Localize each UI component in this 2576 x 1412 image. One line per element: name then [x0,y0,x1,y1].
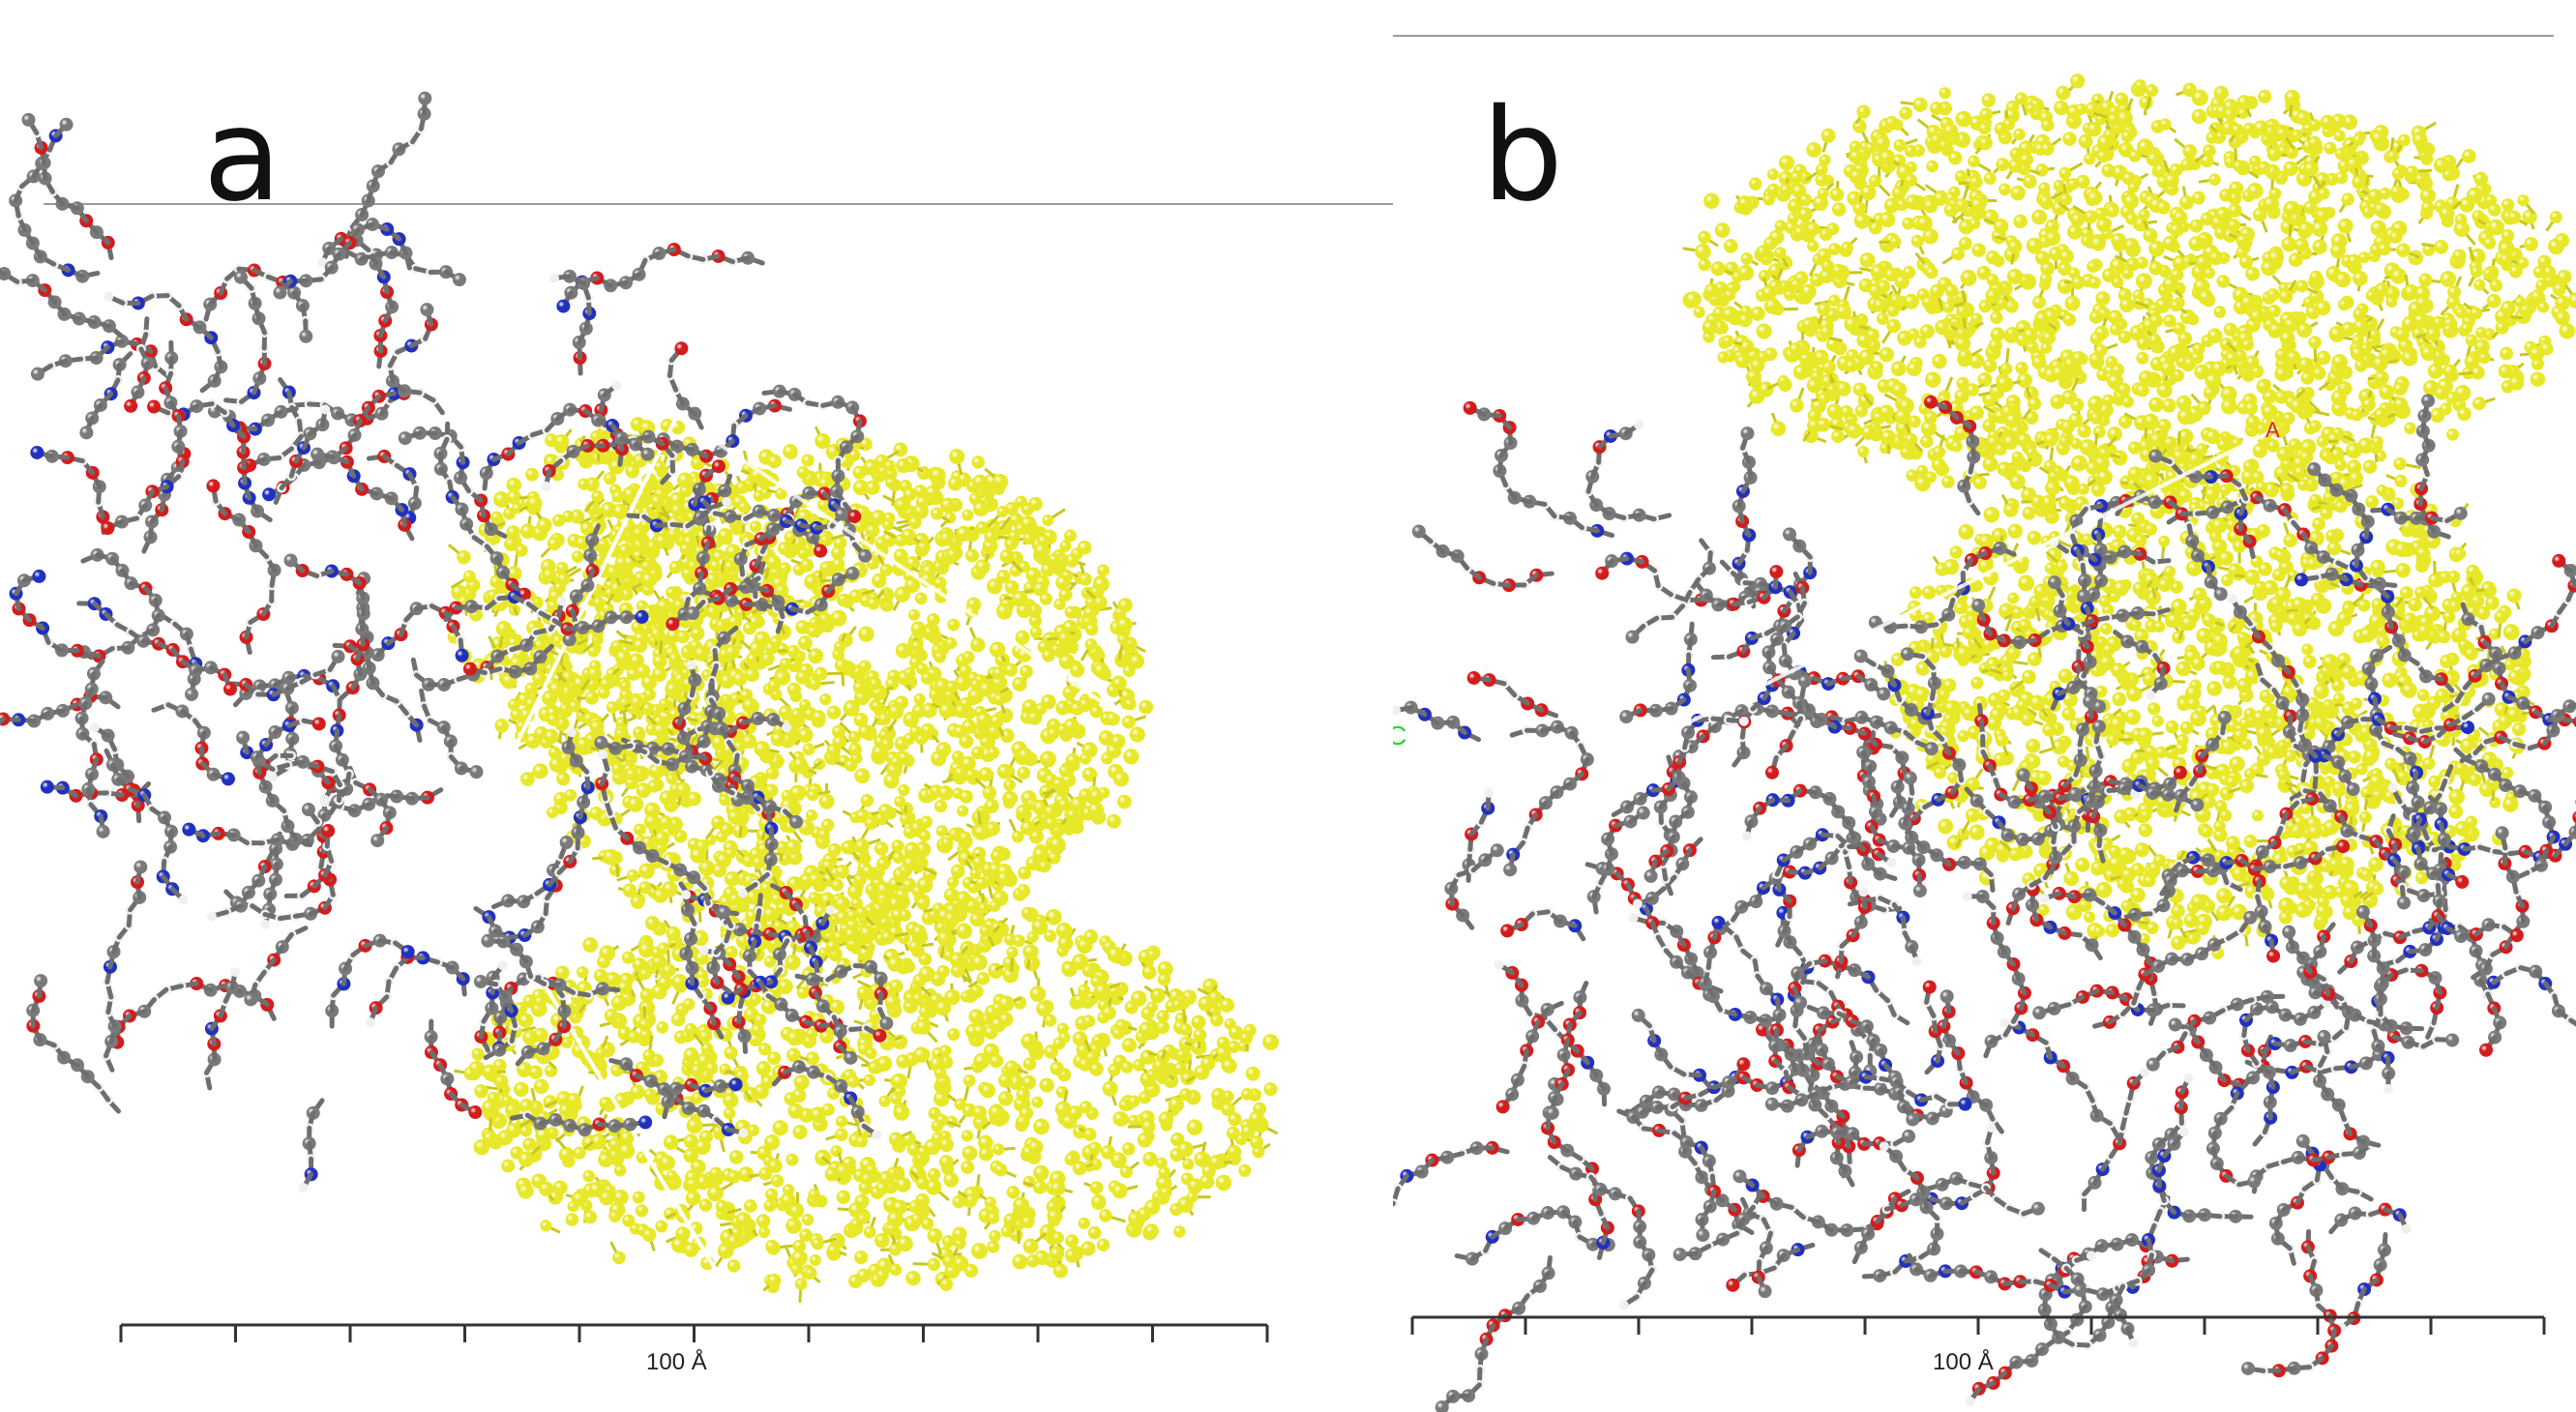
panel-b: b C A 100 Å [1393,0,2576,1412]
scale-label-a: 100 Å [646,1349,707,1375]
axis-label-c: C [1393,721,1407,750]
viewer-top-border [1393,35,2554,37]
molecular-model-b: A [1393,74,2576,1412]
scale-label-b: 100 Å [1933,1349,1994,1375]
cell-corner-label: A [2265,418,2280,442]
panel-label-b: b [1482,81,1563,230]
molecular-model-a [0,91,1280,1342]
panel-a: a 100 Å [0,81,1393,1375]
panel-label-a: a [203,81,281,230]
viewer-top-border [44,203,1393,205]
